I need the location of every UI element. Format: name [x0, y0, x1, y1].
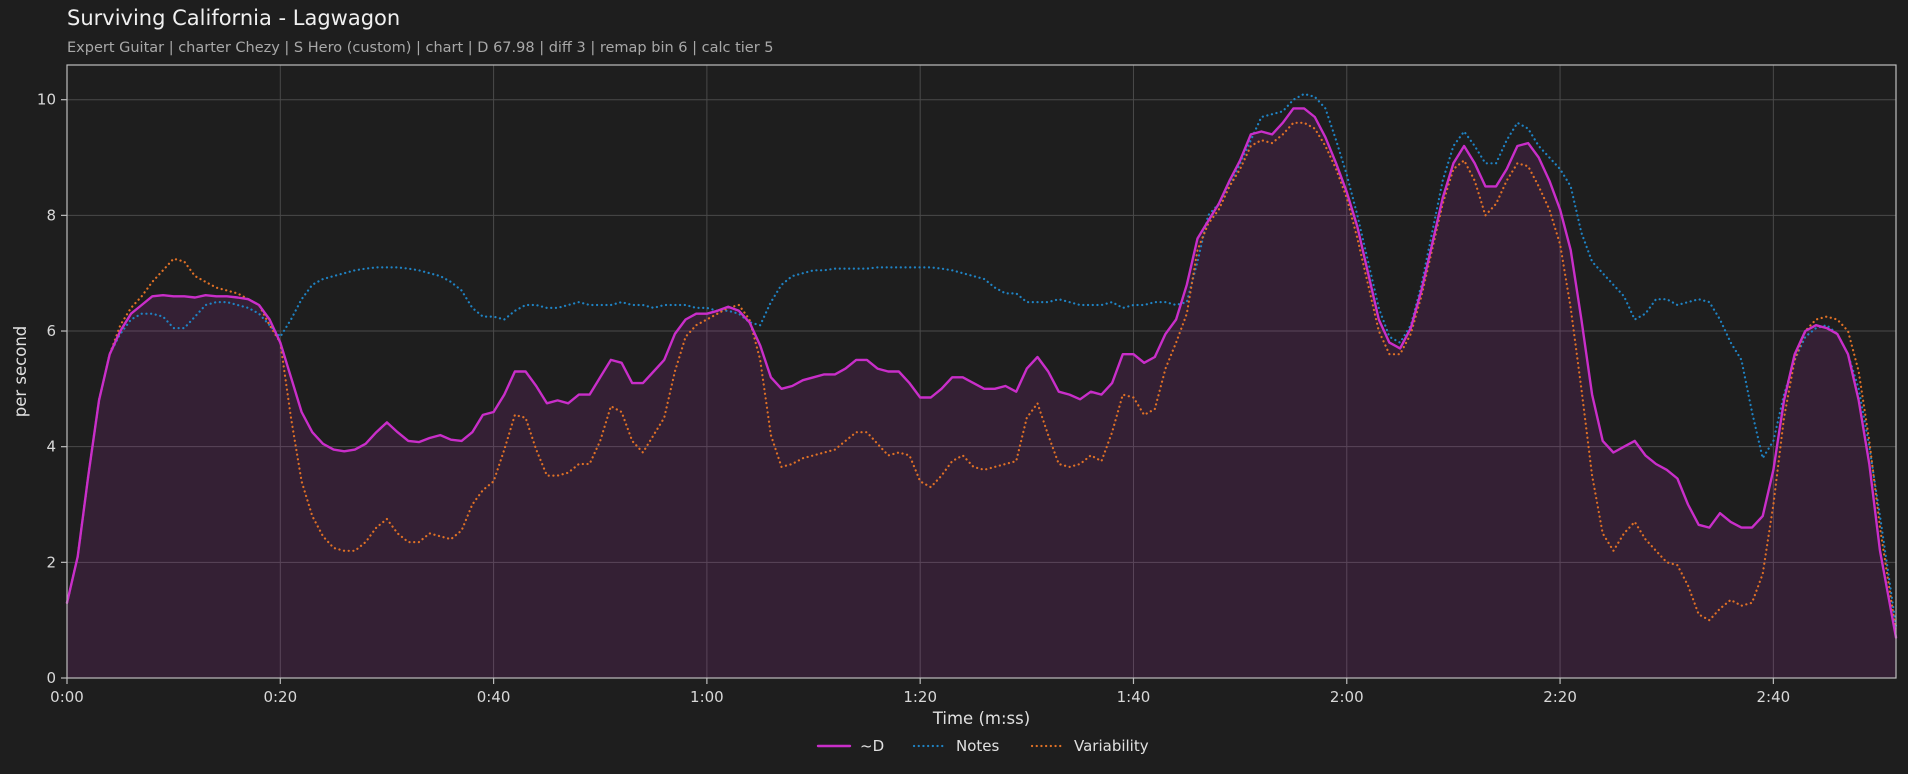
y-tick-label: 10: [37, 91, 56, 109]
legend-label-2: Variability: [1074, 737, 1149, 755]
y-axis-ticks: 0 2 4 6 8 10: [37, 91, 67, 687]
y-tick-label: 2: [46, 553, 56, 571]
x-tick-label: 2:40: [1757, 688, 1791, 706]
series-line-2: [65, 121, 1898, 633]
plot-border: [66, 64, 1897, 679]
x-tick-label: 0:00: [50, 688, 84, 706]
legend: ~D Notes Variability: [816, 737, 1149, 755]
legend-label-1: Notes: [956, 737, 1000, 755]
x-tick-label: 0:40: [477, 688, 511, 706]
legend-label-0: ~D: [860, 737, 884, 755]
series-line-1: [65, 92, 1898, 628]
x-tick-label: 2:20: [1543, 688, 1577, 706]
x-axis-ticks: 0:00 0:20 0:40 1:00 1:20 1:40 2:00 2:20 2:40: [50, 678, 1790, 706]
x-tick-label: 1:40: [1117, 688, 1151, 706]
x-tick-label: 1:00: [690, 688, 724, 706]
y-tick-label: 8: [46, 206, 56, 224]
series-lines-layer: [65, 92, 1898, 639]
y-axis-label: per second: [11, 326, 30, 418]
x-axis-label: Time (m:ss): [932, 709, 1030, 728]
x-tick-label: 1:20: [903, 688, 937, 706]
plot-background: [67, 65, 1896, 678]
chart-subtitle: Expert Guitar | charter Chezy | S Hero (…: [67, 40, 774, 56]
series-fill-layer: [67, 108, 1896, 678]
x-tick-label: 0:20: [263, 688, 297, 706]
chart-title: Surviving California - Lagwagon: [67, 6, 401, 30]
y-tick-label: 0: [46, 669, 56, 687]
plot-area: [67, 65, 1896, 678]
y-tick-label: 6: [46, 322, 56, 340]
y-tick-label: 4: [46, 438, 56, 456]
series-line-0: [65, 107, 1898, 639]
x-tick-label: 2:00: [1330, 688, 1364, 706]
series-fill-0: [67, 108, 1896, 678]
plot-frame: [66, 64, 1897, 679]
